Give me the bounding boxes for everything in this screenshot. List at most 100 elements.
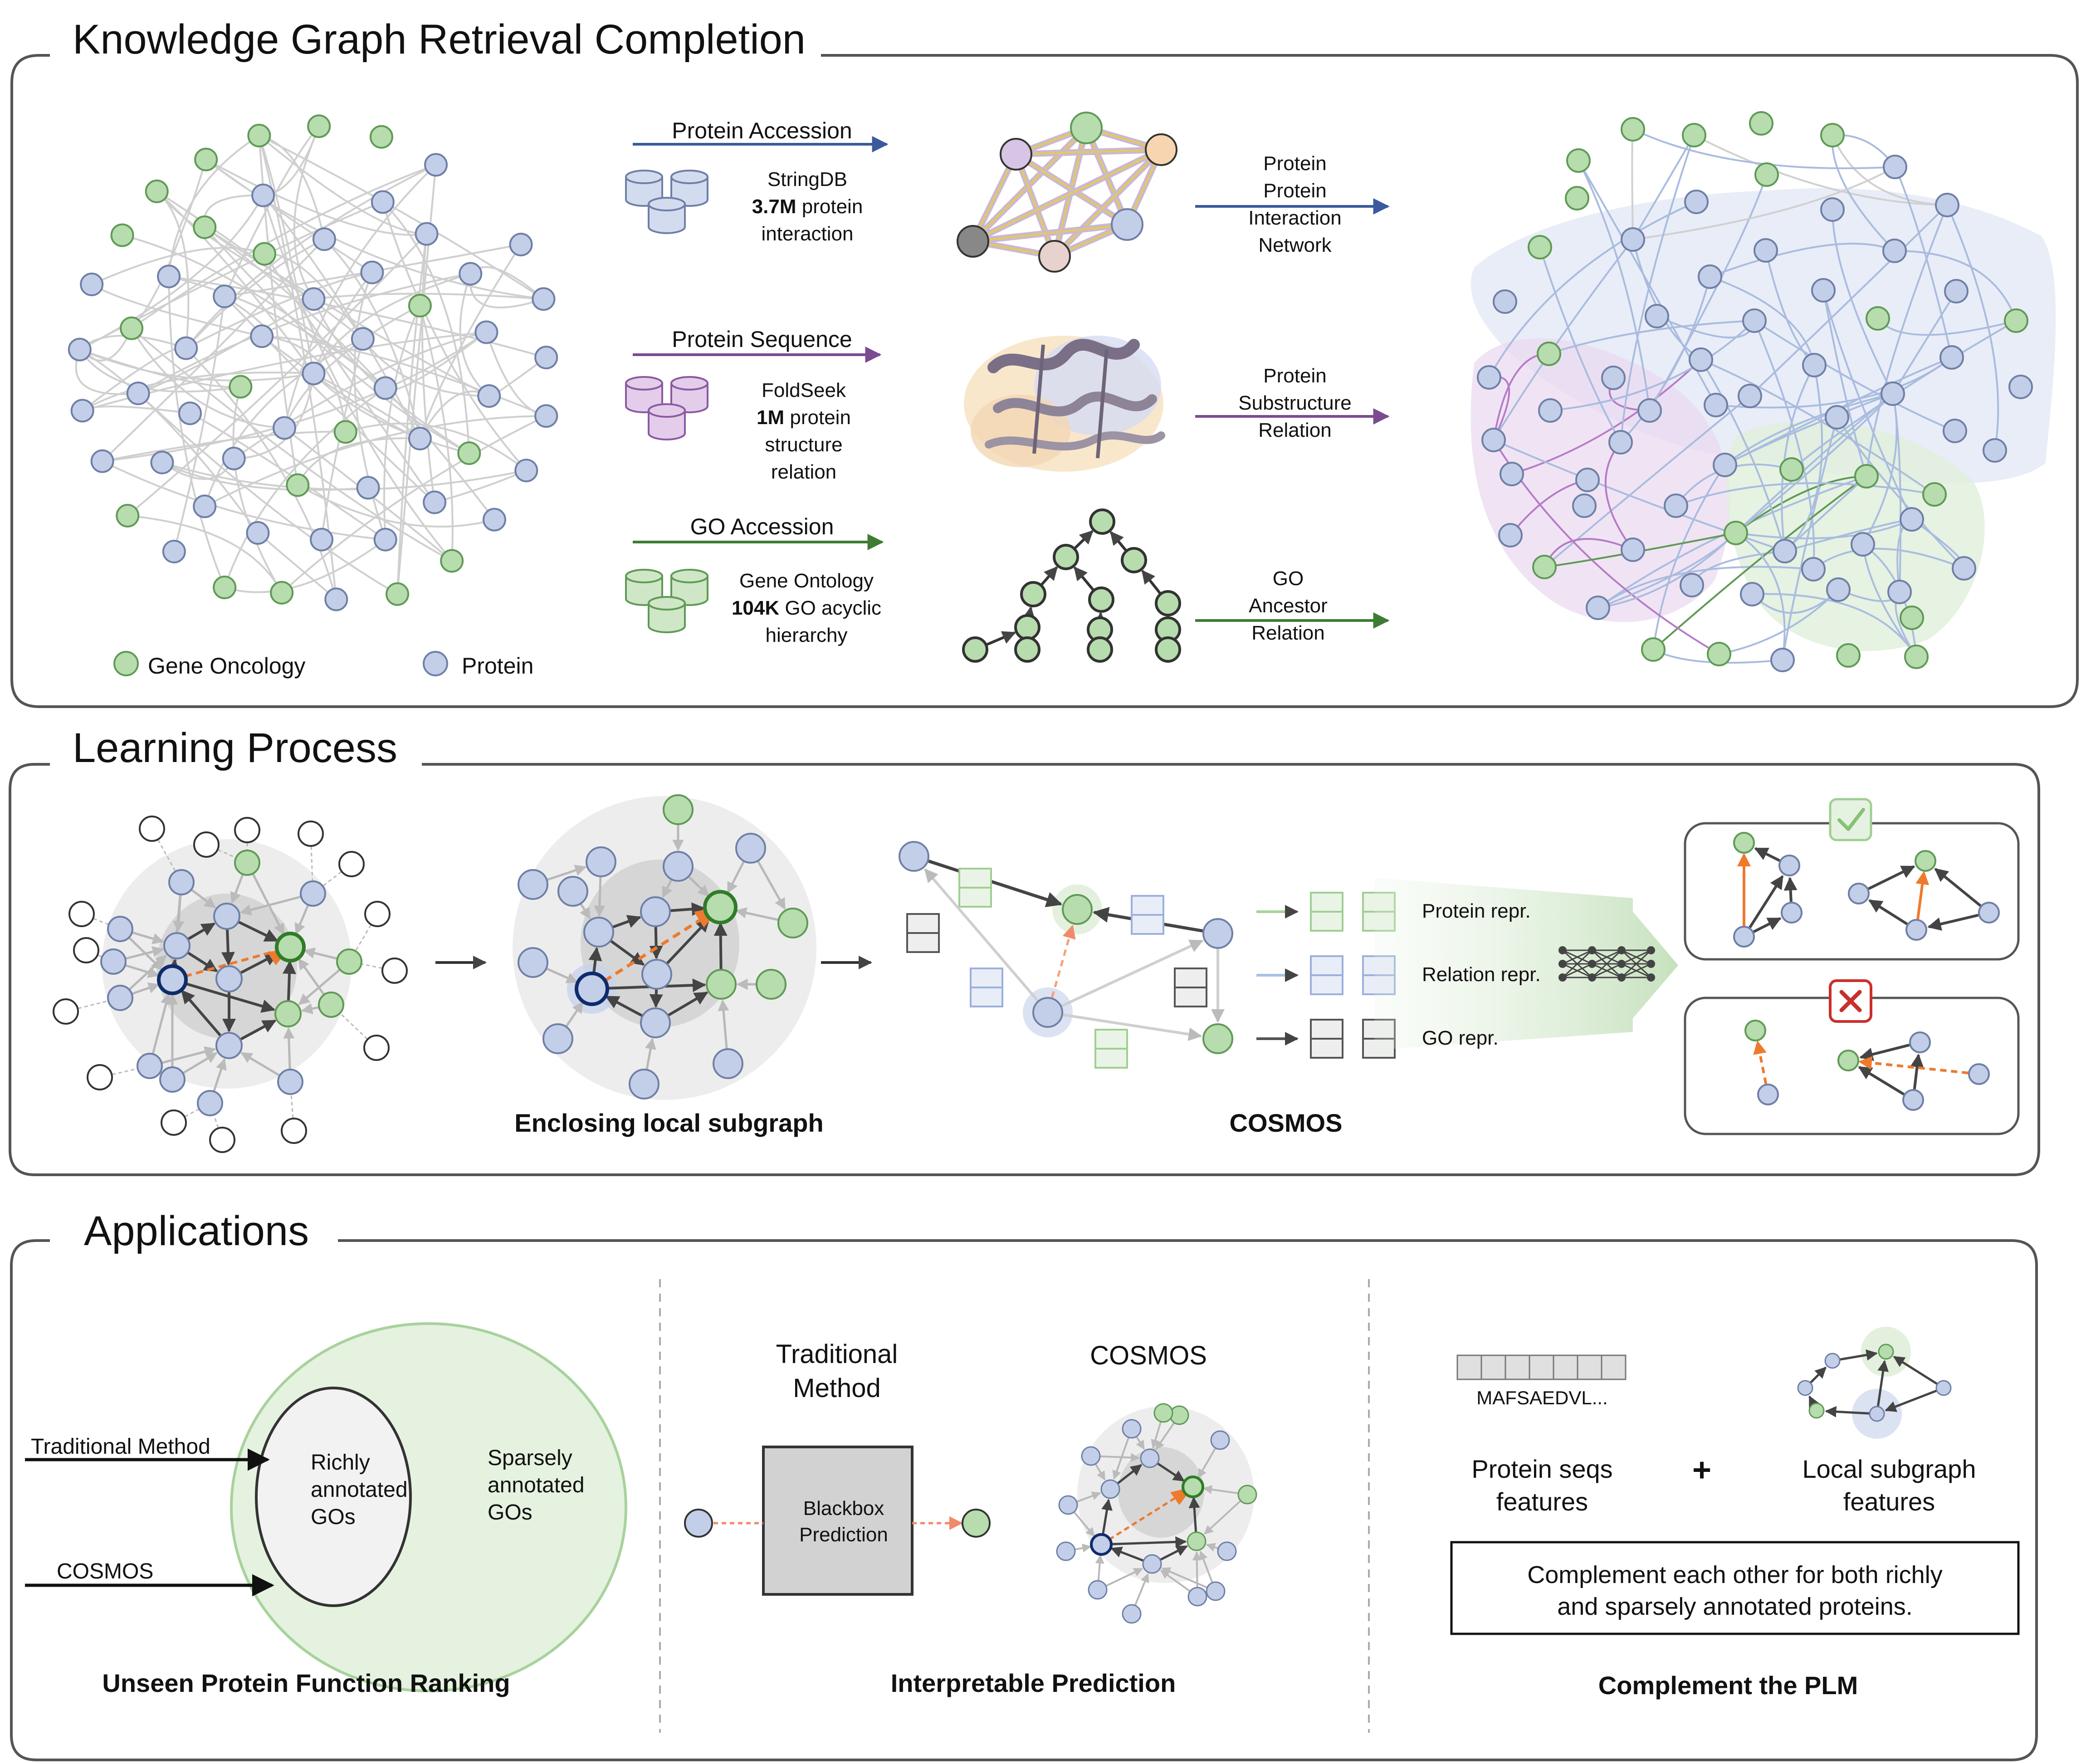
app-neighbor-edge — [1073, 1511, 1095, 1537]
result-edge — [1868, 899, 1908, 925]
completed-kg-edge — [1578, 160, 1651, 411]
go-tree-node — [1014, 636, 1040, 663]
neighbor-node — [300, 880, 326, 907]
blackbox-line2: Prediction — [799, 1524, 888, 1546]
go-ancestor-line1: GO — [1273, 567, 1304, 590]
cosmos-edge — [1061, 939, 1204, 1007]
blackbox-go-node — [962, 1509, 991, 1538]
subgraph-node — [586, 846, 616, 877]
app-neighbor-node — [1237, 1485, 1257, 1505]
app-neighbor-edge — [1112, 1437, 1130, 1480]
cylinder-top — [625, 569, 663, 583]
substructure-cluster-region — [1470, 338, 1730, 622]
traditional-title-line1: Traditional — [776, 1339, 898, 1369]
subgraph-edge — [610, 939, 645, 966]
far-node — [53, 998, 79, 1025]
far-node — [281, 1118, 307, 1144]
protein-node — [1698, 264, 1722, 289]
go-tree-node — [962, 636, 988, 663]
protein-node — [1572, 494, 1597, 518]
core-node — [215, 1032, 243, 1059]
far-edge — [86, 949, 114, 963]
app-neighbor-node — [1122, 1604, 1142, 1624]
result-node — [1968, 1063, 1990, 1085]
richly-annotated-region — [255, 1387, 412, 1607]
result-node — [1848, 883, 1870, 904]
result-node — [1915, 850, 1936, 872]
go-node — [1707, 642, 1731, 666]
subgraph-node — [663, 794, 694, 825]
cylinder-top — [670, 376, 708, 391]
cosmos-arrow-label: COSMOS — [57, 1559, 153, 1583]
traditional-title-line2: Method — [793, 1373, 880, 1403]
completed-kg-edge — [1488, 201, 1697, 378]
core-edge — [283, 960, 296, 1002]
app-neighbor-node — [1169, 1405, 1189, 1425]
plm-edge — [1885, 1389, 1937, 1412]
go-node — [193, 215, 217, 239]
protein-node — [1887, 580, 1912, 604]
app-target-link — [1108, 1491, 1185, 1541]
go-node — [116, 503, 140, 528]
protein-node — [1713, 453, 1737, 477]
kg-edge — [321, 338, 364, 540]
result-node — [1781, 902, 1803, 924]
ppi-edge — [1016, 148, 1162, 156]
go-node — [1528, 235, 1552, 259]
subgraph-edge — [649, 926, 663, 960]
neighbor-edge — [301, 1003, 319, 1015]
result-node — [1744, 1020, 1766, 1041]
ppi-edge — [972, 223, 1128, 243]
subgraph-edge — [688, 875, 709, 897]
mlp-edge — [1562, 949, 1593, 978]
subgraph-edge — [546, 865, 587, 881]
protein-node — [302, 362, 326, 386]
completed-kg-edge — [1735, 393, 1894, 534]
neighbor-edge — [125, 946, 164, 960]
app-neighbor-node — [1056, 1541, 1076, 1561]
kg-edge — [293, 126, 320, 300]
app-core-edge — [1110, 1546, 1144, 1562]
far-node — [139, 816, 165, 842]
applications-frame — [10, 1239, 2038, 1761]
protein-node — [90, 449, 114, 473]
protein-node — [1983, 438, 2007, 463]
kg-edge — [185, 347, 337, 600]
result-edge — [1910, 1053, 1924, 1090]
far-node — [298, 821, 324, 847]
completed-kg-edge — [1652, 475, 1867, 650]
completed-kg-edge — [1894, 249, 2017, 321]
protein-node — [1481, 428, 1506, 452]
gene-ontology-desc: hierarchy — [766, 624, 848, 646]
seq-features-line1: Protein seqs — [1471, 1455, 1612, 1483]
subgraph-edge — [588, 947, 602, 975]
complement-line1: Complement each other for both richly — [1527, 1561, 1942, 1588]
app-neighbor-edge — [1202, 1485, 1239, 1495]
completed-kg-edge — [1724, 393, 1893, 466]
subgraph-node — [663, 851, 694, 882]
neighbor-node — [277, 1069, 303, 1095]
kg-edge — [102, 430, 346, 462]
completed-kg-edge — [1822, 290, 1867, 477]
target-go-node — [275, 932, 306, 963]
protein-node — [1738, 384, 1762, 408]
sequence-cell — [1577, 1354, 1602, 1380]
foldseek-desc1: structure — [765, 434, 842, 456]
protein-node — [1935, 193, 1959, 217]
subgraph-features-line2: features — [1843, 1487, 1935, 1516]
neighbor-node — [159, 1066, 186, 1093]
cosmos-edge — [1063, 1013, 1202, 1041]
protein-node — [1811, 278, 1836, 303]
go-node — [229, 375, 253, 399]
protein-node — [534, 404, 558, 428]
kg-edge — [434, 469, 527, 503]
kg-edge — [127, 233, 427, 517]
completed-kg-edge — [1597, 532, 1737, 609]
go-tree-node — [1155, 590, 1181, 616]
subgraph-node — [518, 947, 548, 978]
subgraph-edge — [713, 922, 728, 970]
go-node — [386, 582, 410, 606]
app-neighbor-edge — [1099, 1453, 1140, 1462]
gene-ontology-database-icon — [625, 569, 708, 633]
initial-kg-graph — [68, 114, 558, 611]
